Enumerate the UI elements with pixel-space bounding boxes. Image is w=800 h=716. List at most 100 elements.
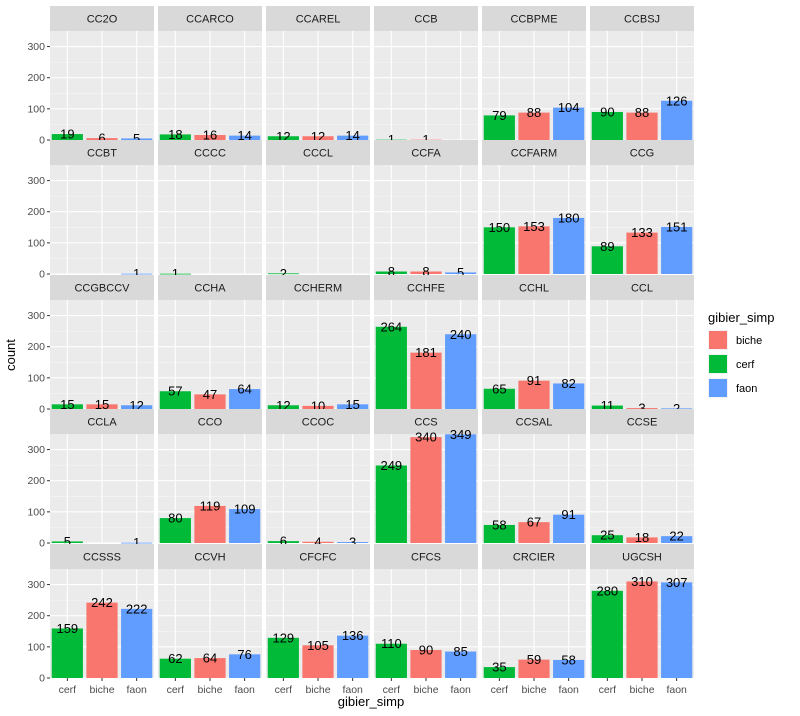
bar-value-label: 15: [60, 397, 74, 412]
bar-value-label: 180: [558, 210, 580, 225]
y-tick-label: 100: [27, 506, 45, 518]
facet-ccsss: CCSSS 159 242 222 0 100 200 300 cerf biche faon: [27, 544, 154, 696]
facet-cccc: CCCC 1: [158, 140, 262, 281]
bar-cerf: [267, 405, 299, 409]
bar-value-label: 90: [419, 642, 433, 657]
bar-value-label: 5: [133, 131, 140, 146]
bar-value-label: 76: [237, 647, 251, 662]
bar-faon: [553, 383, 585, 409]
facet-cfcfc: CFCFC 129 105 136 cerf biche faon: [266, 544, 370, 696]
bar-faon: [229, 135, 261, 140]
bar-value-label: 129: [272, 630, 294, 645]
y-tick-label: 200: [27, 72, 45, 84]
bar-value-label: 85: [453, 644, 467, 659]
bar-value-label: 4: [314, 534, 321, 549]
bar-value-label: 242: [91, 595, 113, 610]
bar-biche: [518, 112, 550, 140]
bar-faon: [661, 408, 693, 410]
bar-cerf: [51, 628, 83, 678]
bar-value-label: 25: [600, 528, 614, 543]
facet-ccvh: CCVH 62 64 76 cerf biche faon: [158, 544, 262, 696]
facet-strip: [590, 140, 694, 165]
bar-value-label: 1: [172, 266, 179, 281]
facet-strip: [158, 6, 262, 31]
legend-title: gibier_simp: [708, 310, 774, 325]
facet-cchfe: CCHFE 264 181 240: [374, 275, 478, 410]
facet-strip-label: CCSE: [627, 417, 658, 429]
facet-strip-label: CCS: [414, 417, 437, 429]
facet-strip: [50, 275, 154, 300]
facet-strip-label: CCBPME: [510, 14, 557, 26]
bar-faon: [229, 654, 261, 678]
legend-key-cerf: [709, 355, 727, 373]
bar-cerf: [159, 658, 191, 678]
bar-cerf: [267, 273, 299, 275]
bar-biche: [302, 541, 334, 543]
legend-label-faon: faon: [736, 383, 757, 395]
bar-faon: [121, 608, 153, 678]
facet-ugcsh: UGCSH 280 310 307 cerf biche faon: [590, 544, 694, 696]
bar-value-label: 1: [133, 535, 140, 550]
bar-faon: [337, 404, 369, 409]
legend-key-faon: [709, 379, 727, 397]
x-tick-label: cerf: [599, 684, 617, 696]
facet-strip: [482, 140, 586, 165]
bar-faon: [553, 217, 585, 274]
bar-value-label: 1: [422, 132, 429, 147]
bar-value-label: 222: [126, 601, 148, 616]
bar-faon: [337, 542, 369, 543]
bar-biche: [194, 658, 226, 678]
facet-strip: [590, 544, 694, 569]
facet-strip-label: CCG: [630, 148, 654, 160]
facet-strip-label: CCSAL: [516, 417, 553, 429]
y-axis-title: count: [3, 339, 18, 371]
facet-strip: [50, 6, 154, 31]
bar-faon: [661, 582, 693, 678]
facet-strip-label: CCARCO: [186, 14, 234, 26]
bar-biche: [86, 138, 118, 140]
bar-biche: [86, 602, 118, 678]
legend-label-biche: biche: [736, 335, 762, 347]
facet-cc2o: CC2O 19 6 5 0 100 200 300: [27, 6, 154, 147]
facet-ccfarm: CCFARM 150 153 180: [482, 140, 586, 275]
bar-value-label: 18: [635, 530, 649, 545]
bar-value-label: 1: [388, 132, 395, 147]
facet-strip-label: CCCL: [303, 148, 333, 160]
bar-faon: [229, 509, 261, 543]
bar-biche: [302, 645, 334, 678]
bar-faon: [121, 138, 153, 140]
bar-value-label: 181: [415, 345, 437, 360]
bar-value-label: 264: [380, 319, 402, 334]
y-tick-label: 0: [39, 404, 45, 416]
y-tick-label: 0: [39, 135, 45, 147]
bar-faon: [661, 226, 693, 274]
bar-value-label: 79: [492, 108, 506, 123]
facet-strip: [482, 544, 586, 569]
facet-ccfa: CCFA 8 8 5: [374, 140, 478, 280]
y-tick-label: 0: [39, 538, 45, 550]
facet-strip-label: UGCSH: [622, 552, 662, 564]
legend-key-biche: [709, 331, 727, 349]
x-tick-label: faon: [126, 684, 147, 696]
bar-biche: [410, 271, 442, 274]
facet-ccarco: CCARCO 18 16 14: [158, 6, 262, 143]
bar-cerf: [51, 134, 83, 140]
facet-cco: CCO 80 119 109: [158, 409, 262, 544]
bar-value-label: 80: [168, 511, 182, 526]
facet-strip-label: CRCIER: [513, 552, 555, 564]
bar-cerf: [267, 541, 299, 543]
bar-faon: [337, 635, 369, 678]
bar-value-label: 35: [492, 660, 506, 675]
facet-cccl: CCCL 2: [266, 140, 370, 281]
x-tick-label: faon: [666, 684, 687, 696]
bar-cerf: [483, 667, 515, 678]
facet-ccbsj: CCBSJ 90 88 126: [590, 6, 694, 141]
facet-ccsal: CCSAL 58 67 91: [482, 409, 586, 544]
bar-value-label: 2: [673, 401, 680, 416]
bar-faon: [553, 514, 585, 543]
facet-strip: [266, 6, 370, 31]
facet-strip-label: CCHA: [194, 283, 226, 295]
bar-cerf: [159, 273, 191, 275]
bar-value-label: 280: [596, 583, 618, 598]
